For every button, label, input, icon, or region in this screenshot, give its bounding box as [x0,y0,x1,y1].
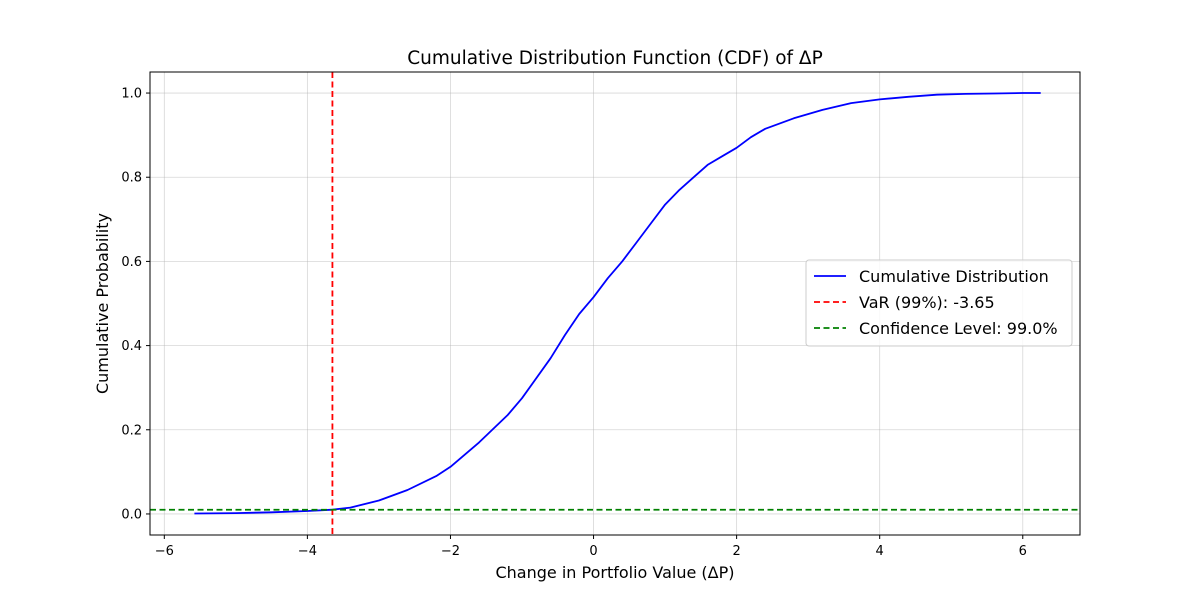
y-tick-label: 0.6 [121,255,142,270]
legend-entry-label: Confidence Level: 99.0% [859,319,1058,338]
x-tick-label: −4 [298,544,317,559]
x-tick-label: −6 [155,544,174,559]
y-axis-label: Cumulative Probability [93,213,112,394]
legend-entry-label: Cumulative Distribution [859,267,1049,286]
x-tick-label: 2 [732,544,740,559]
x-tick-label: 0 [589,544,597,559]
x-tick-label: −2 [441,544,460,559]
axes-frame [149,71,1081,536]
x-tick-label: 4 [876,544,884,559]
legend: Cumulative Distribution VaR (99%): -3.65 C… [805,259,1073,347]
plot-area [150,72,1080,535]
y-tick-label: 1.0 [121,87,142,102]
legend-entry-label: VaR (99%): -3.65 [859,293,995,312]
x-tick-label: 6 [1019,544,1027,559]
y-tick-label: 0.8 [121,171,142,186]
cdf-series-line [194,92,1041,515]
ticks: −6 −4 −2 0 2 4 6 0.0 0.2 0.4 0.6 0.8 1.0 [121,87,1027,559]
x-axis-label: Change in Portfolio Value (ΔP) [495,563,734,582]
y-tick-label: 0.0 [121,507,142,522]
y-tick-label: 0.4 [121,339,142,354]
y-tick-label: 0.2 [121,423,142,438]
legend-box [805,259,1073,347]
chart-title: Cumulative Distribution Function (CDF) o… [407,48,823,69]
